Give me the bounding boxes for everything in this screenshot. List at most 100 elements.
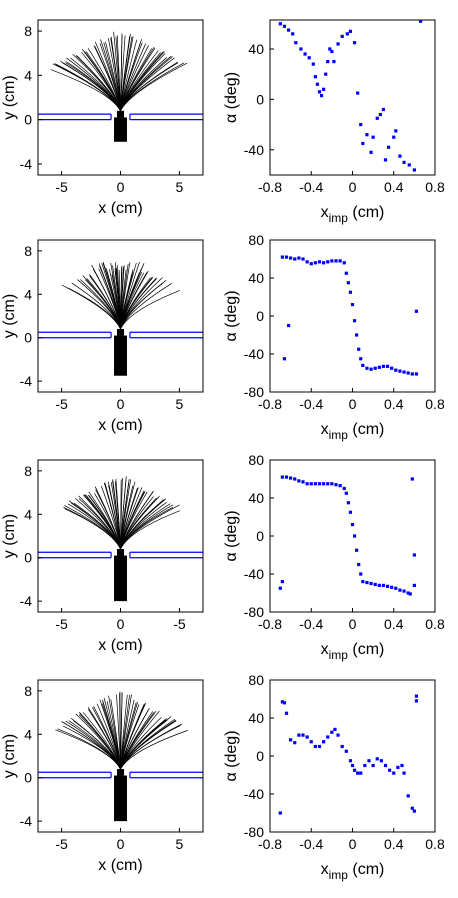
data-point	[301, 257, 305, 261]
data-point	[410, 477, 414, 481]
y-tick-label: 0	[256, 748, 264, 764]
x-tick-label: 0.4	[384, 179, 404, 195]
data-point	[414, 309, 419, 313]
data-point	[392, 135, 396, 139]
x-tick-label: 5	[176, 179, 184, 195]
y-tick-label: 4	[24, 726, 32, 742]
data-point	[333, 727, 337, 731]
x-axis-label-main: x	[321, 641, 329, 658]
x-axis-label: x (cm)	[98, 200, 142, 217]
data-point	[303, 52, 307, 56]
trajectory-line	[62, 62, 121, 111]
data-point	[371, 763, 375, 768]
data-point	[280, 475, 284, 479]
data-point	[309, 262, 313, 266]
data-point	[342, 261, 346, 265]
x-tick-label: 0.8	[425, 836, 445, 852]
x-tick-label: 0.8	[425, 179, 445, 195]
data-point	[414, 372, 419, 376]
data-point	[278, 811, 282, 815]
data-point	[344, 749, 348, 753]
data-point	[365, 580, 369, 585]
data-point	[317, 90, 322, 94]
data-point	[330, 730, 334, 734]
y-axis-label: y (cm)	[1, 514, 18, 558]
data-point	[322, 87, 326, 91]
x-axis-label: x (cm)	[98, 417, 142, 434]
data-point	[367, 759, 371, 763]
y-tick-label: 40	[248, 270, 264, 286]
data-point	[346, 501, 350, 505]
data-point	[359, 357, 363, 361]
x-tick-label: 0	[117, 396, 125, 412]
trajectory-line	[120, 62, 188, 111]
data-point	[282, 357, 287, 361]
data-point	[385, 584, 390, 588]
data-point	[402, 589, 406, 593]
angle-scatter-panel-row1: -0.8 -0.4 0 0.4 0.8 40 0 -40 ximp (cm) α (deg)	[223, 19, 445, 225]
trajectory-line	[120, 290, 180, 330]
trajectory-line	[120, 730, 188, 770]
data-point	[390, 585, 394, 589]
trajectory-panel-row3: -5 0 -5 8 4 0 -4 x (cm) y (cm)	[1, 459, 204, 654]
x-axis-label-main: x	[321, 861, 329, 878]
y-tick-label: 0	[256, 91, 264, 107]
data-point	[344, 491, 348, 495]
data-point	[398, 588, 402, 592]
y-axis-label: y (cm)	[1, 294, 18, 338]
data-point	[402, 370, 406, 374]
data-point	[309, 740, 313, 744]
y-tick-label: 0	[24, 112, 32, 128]
data-point	[371, 135, 375, 139]
data-point	[361, 363, 365, 367]
data-point	[386, 145, 391, 149]
data-point	[336, 42, 340, 46]
data-point	[406, 794, 410, 798]
data-point	[317, 260, 322, 264]
data-point	[328, 47, 332, 51]
data-point	[402, 160, 406, 164]
trajectory-line	[120, 504, 180, 550]
data-point	[340, 744, 344, 749]
data-point	[365, 366, 369, 370]
data-point	[319, 94, 324, 98]
data-point	[412, 809, 416, 813]
y-tick-label: -80	[244, 604, 264, 620]
data-point	[286, 28, 291, 32]
data-point	[278, 22, 282, 26]
x-axis-label: x (cm)	[98, 637, 142, 654]
data-point	[334, 259, 338, 263]
y-tick-label: 0	[256, 308, 264, 324]
y-axis-label: α (deg)	[223, 72, 240, 123]
x-tick-label: 5	[176, 836, 184, 852]
data-point	[375, 757, 379, 761]
data-point	[309, 482, 313, 486]
data-point	[350, 763, 355, 768]
data-point	[356, 771, 360, 775]
y-tick-label: 4	[24, 67, 32, 83]
x-axis-label-main: x	[321, 421, 329, 438]
data-point	[326, 260, 330, 264]
data-point	[398, 154, 402, 158]
trajectory-panel-row1: -5 0 5 8 4 0 -4 x (cm) y (cm)	[1, 19, 204, 217]
data-point	[297, 256, 301, 260]
data-point	[291, 32, 295, 36]
data-point	[394, 129, 398, 133]
data-point	[412, 168, 416, 172]
data-point	[326, 482, 330, 486]
trajectory-neck	[116, 329, 125, 336]
x-axis-label-unit: (cm)	[348, 861, 384, 878]
data-point	[381, 583, 386, 587]
data-point	[385, 364, 390, 368]
data-point	[338, 259, 342, 263]
data-point	[355, 548, 359, 552]
data-point	[313, 482, 317, 486]
data-point	[377, 365, 381, 369]
data-point	[414, 694, 419, 698]
data-point	[361, 580, 365, 584]
data-point	[342, 486, 346, 491]
y-tick-label: 0	[24, 330, 32, 346]
data-point	[398, 369, 402, 373]
y-tick-label: 80	[248, 452, 264, 468]
y-axis-label: α (deg)	[223, 510, 240, 561]
